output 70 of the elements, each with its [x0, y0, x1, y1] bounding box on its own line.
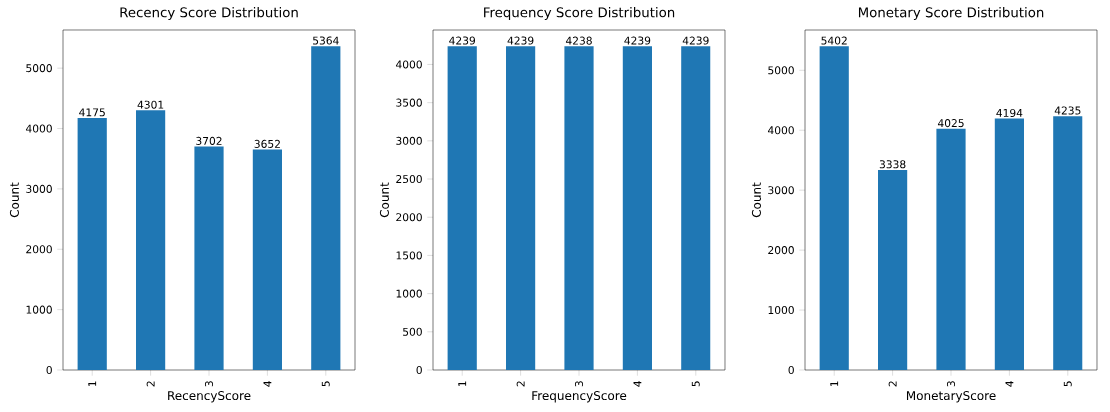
- x-tick-label: 2: [888, 381, 897, 387]
- data-label: 4239: [449, 36, 476, 45]
- bar: [136, 110, 166, 370]
- data-label: 4175: [79, 108, 105, 117]
- data-label: 4301: [137, 100, 164, 109]
- y-tick-label: 1500: [396, 251, 422, 260]
- y-tick-label: 0: [46, 365, 52, 375]
- y-tick-label: 0: [416, 365, 422, 375]
- x-tick-label: 5: [321, 381, 330, 387]
- y-tick-label: 3500: [396, 98, 422, 107]
- x-axis-title: FrequencyScore: [532, 391, 627, 403]
- bar: [819, 46, 849, 370]
- y-tick-label: 2000: [768, 246, 794, 255]
- x-tick-label: 1: [830, 381, 839, 387]
- y-tick-label: 1000: [768, 306, 794, 315]
- y-tick-label: 5000: [26, 64, 52, 73]
- data-label: 3652: [254, 139, 280, 148]
- x-tick-label: 4: [263, 381, 272, 387]
- data-label: 3338: [879, 160, 906, 169]
- x-tick-label: 3: [946, 381, 956, 387]
- x-axis-title: RecencyScore: [168, 391, 251, 403]
- x-tick-label: 3: [574, 381, 584, 387]
- x-tick-label: 4: [633, 381, 642, 387]
- bar: [878, 169, 908, 370]
- bar: [936, 128, 966, 370]
- y-tick-label: 500: [403, 327, 422, 336]
- bar: [77, 117, 107, 370]
- y-axis-title: Count: [379, 182, 389, 218]
- y-tick-label: 4000: [25, 124, 52, 133]
- chart-title: Frequency Score Distribution: [484, 7, 675, 20]
- y-tick-label: 2500: [396, 174, 422, 184]
- y-tick-label: 2000: [26, 245, 52, 254]
- data-label: 4194: [996, 108, 1023, 117]
- x-tick-label: 4: [1005, 381, 1014, 387]
- y-axis-title: Count: [751, 182, 761, 218]
- x-tick-label: 5: [1063, 381, 1072, 387]
- y-tick-label: 4000: [767, 126, 794, 135]
- y-tick-label: 1000: [396, 289, 422, 298]
- y-tick-label: 1000: [26, 305, 52, 314]
- x-tick-label: 5: [691, 381, 700, 387]
- y-tick-label: 3000: [396, 136, 422, 145]
- x-tick-label: 3: [204, 381, 214, 387]
- bar: [194, 146, 224, 370]
- data-label: 4239: [682, 36, 709, 45]
- y-tick-label: 3000: [26, 184, 52, 193]
- data-label: 4239: [507, 36, 534, 45]
- y-tick-label: 5000: [768, 66, 794, 75]
- chart-title: Monetary Score Distribution: [858, 7, 1044, 20]
- x-tick-label: 1: [88, 381, 97, 387]
- y-axis-title: Count: [9, 182, 19, 218]
- data-label: 3702: [196, 136, 222, 145]
- data-label: 4235: [1054, 106, 1081, 115]
- bar: [994, 118, 1024, 370]
- bar: [311, 46, 341, 370]
- x-tick-label: 1: [458, 381, 467, 387]
- chart-title: Recency Score Distribution: [120, 7, 298, 20]
- x-axis-title: MonetaryScore: [906, 391, 996, 403]
- x-tick-label: 2: [516, 381, 525, 387]
- data-label: 4239: [624, 36, 651, 45]
- data-label: 5364: [313, 36, 339, 45]
- y-tick-label: 0: [788, 365, 794, 375]
- bar: [252, 149, 282, 370]
- data-label: 5402: [821, 36, 847, 45]
- data-label: 4238: [565, 36, 592, 45]
- x-tick-label: 2: [146, 381, 155, 387]
- y-tick-label: 3000: [768, 186, 794, 195]
- y-tick-label: 2000: [396, 213, 422, 222]
- y-tick-label: 4000: [395, 60, 422, 69]
- bar: [1053, 116, 1083, 370]
- data-label: 4025: [937, 119, 964, 128]
